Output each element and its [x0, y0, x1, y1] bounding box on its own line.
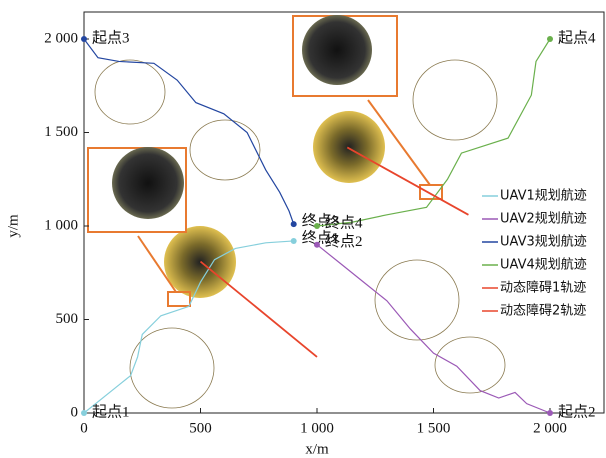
zoom-region	[420, 185, 442, 199]
legend-label: UAV3规划航迹	[500, 234, 587, 250]
x-axis-label: x/m	[305, 441, 329, 457]
legend-label: UAV1规划航迹	[500, 188, 587, 204]
legend-label: 动态障碍2轨迹	[500, 304, 586, 319]
end-label: 终点2	[325, 233, 363, 250]
obstacle	[413, 60, 497, 140]
x-tick-label: 2 000	[533, 420, 567, 436]
end-label: 终点4	[325, 214, 363, 231]
zoom-insets	[88, 15, 442, 306]
obstacle	[190, 120, 260, 180]
series-line	[347, 147, 468, 214]
obstacle	[95, 60, 165, 124]
y-tick-label: 500	[56, 311, 79, 327]
legend-label: UAV2规划航迹	[500, 211, 587, 227]
dynamic-obstacles	[164, 111, 385, 298]
start-label: 起点4	[558, 29, 596, 46]
end-point	[291, 238, 297, 244]
obstacle	[435, 337, 505, 393]
start-label: 起点1	[92, 403, 130, 420]
start-point	[547, 36, 553, 42]
end-point	[314, 242, 320, 248]
y-tick-label: 1 500	[44, 124, 78, 140]
start-label: 起点3	[92, 29, 130, 46]
legend-label: 动态障碍1轨迹	[500, 281, 586, 296]
end-point	[314, 223, 320, 229]
static-obstacles	[95, 60, 505, 408]
y-tick-label: 1 000	[44, 217, 78, 233]
start-point	[81, 36, 87, 42]
series-line	[201, 262, 318, 357]
start-label: 起点2	[558, 403, 596, 420]
y-axis-label: y/m	[5, 214, 21, 238]
legend-label: UAV4规划航迹	[500, 257, 587, 273]
x-tick-label: 500	[189, 420, 212, 436]
x-tick-label: 0	[80, 420, 88, 436]
inset-disc	[302, 15, 372, 85]
end-point	[291, 221, 297, 227]
chart: x/m y/m 0 500 1 000 1 500 2 000 0 500 1 000 1 50…	[0, 0, 606, 458]
obstacle	[375, 260, 459, 340]
y-tick-label: 0	[71, 404, 79, 420]
x-tick-label: 1 000	[300, 420, 334, 436]
moving-obstacle	[164, 226, 236, 298]
x-tick-label: 1 500	[417, 420, 451, 436]
moving-obstacle	[313, 111, 385, 183]
inset-disc	[112, 147, 184, 219]
start-point	[547, 410, 553, 416]
obstacle	[130, 328, 214, 408]
start-point	[81, 410, 87, 416]
page: x/m y/m 0 500 1 000 1 500 2 000 0 500 1 000 1 50…	[0, 0, 606, 458]
y-tick-label: 2 000	[44, 30, 78, 46]
